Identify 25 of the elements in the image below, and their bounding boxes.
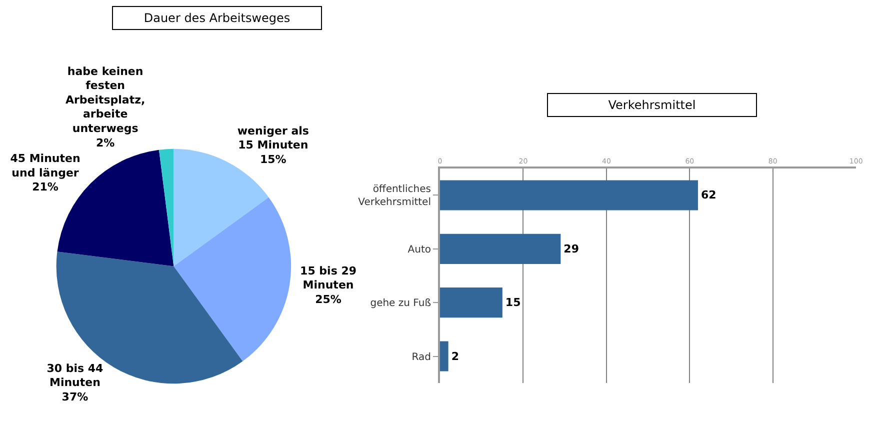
y-tick-label: öffentliches Verkehrsmittel [358,184,431,208]
data-label: 25% [315,292,342,306]
slice-label: habe keinen festen Arbeitsplatz, arbeite unterwegs [65,64,146,135]
y-tick-label: Rad [412,352,431,363]
data-label: 62 [700,188,716,202]
slice-label: 45 Minuten und länger [10,152,80,180]
pie-slice [174,197,292,362]
data-label: 15% [260,152,286,166]
data-label: 2 [451,350,459,363]
data-label: 2% [96,136,115,150]
bar [440,234,561,264]
y-tick-label: Auto [408,244,431,256]
bar [440,341,448,372]
data-label: 15 [505,296,521,310]
chart-title: Verkehrsmittel [608,98,696,112]
data-label: 29 [564,242,579,256]
slice-label: 15 bis 29 Minuten [300,264,357,292]
bar [440,288,502,318]
y-tick-label: gehe zu Fuß [370,298,431,310]
chart-title: Dauer des Arbeitsweges [144,11,290,25]
data-label: 37% [62,390,88,404]
slice-label: 30 bis 44 Minuten [46,362,104,390]
slice-label: weniger als 15 Minuten [237,124,310,152]
bar [440,180,698,210]
data-label: 21% [32,180,58,194]
